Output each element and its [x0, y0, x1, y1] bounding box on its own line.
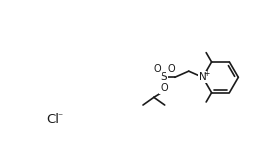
Text: ⁻: ⁻ [57, 112, 62, 122]
Text: O: O [153, 64, 161, 74]
Text: +: + [203, 69, 210, 78]
Text: O: O [167, 64, 175, 74]
Text: S: S [161, 72, 167, 82]
Text: N: N [199, 72, 206, 82]
Text: Cl: Cl [46, 113, 59, 126]
Text: O: O [160, 83, 168, 93]
